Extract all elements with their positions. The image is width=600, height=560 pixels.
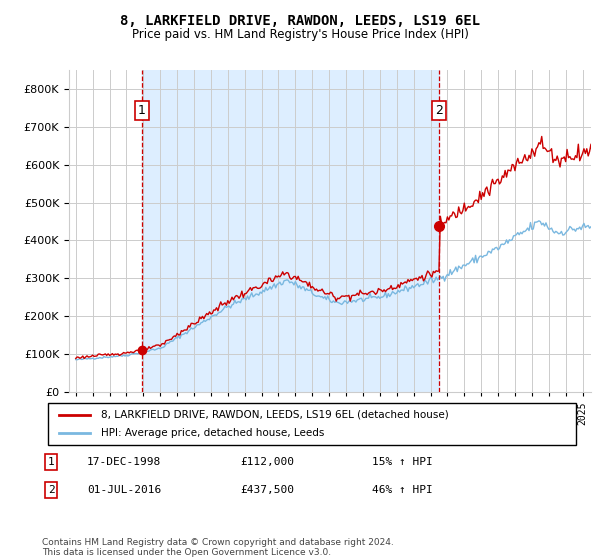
Text: 46% ↑ HPI: 46% ↑ HPI bbox=[372, 485, 433, 495]
Text: 15% ↑ HPI: 15% ↑ HPI bbox=[372, 457, 433, 467]
Text: 1: 1 bbox=[47, 457, 55, 467]
Text: 2: 2 bbox=[47, 485, 55, 495]
Bar bbox=[142, 70, 439, 392]
Text: 17-DEC-1998: 17-DEC-1998 bbox=[87, 457, 161, 467]
Text: 01-JUL-2016: 01-JUL-2016 bbox=[87, 485, 161, 495]
Text: Price paid vs. HM Land Registry's House Price Index (HPI): Price paid vs. HM Land Registry's House … bbox=[131, 28, 469, 41]
Text: 8, LARKFIELD DRIVE, RAWDON, LEEDS, LS19 6EL: 8, LARKFIELD DRIVE, RAWDON, LEEDS, LS19 … bbox=[120, 14, 480, 28]
Text: 1: 1 bbox=[138, 104, 146, 116]
Text: Contains HM Land Registry data © Crown copyright and database right 2024.
This d: Contains HM Land Registry data © Crown c… bbox=[42, 538, 394, 557]
Text: 2: 2 bbox=[435, 104, 443, 116]
Text: 8, LARKFIELD DRIVE, RAWDON, LEEDS, LS19 6EL (detached house): 8, LARKFIELD DRIVE, RAWDON, LEEDS, LS19 … bbox=[101, 410, 449, 420]
Text: £437,500: £437,500 bbox=[240, 485, 294, 495]
Text: £112,000: £112,000 bbox=[240, 457, 294, 467]
FancyBboxPatch shape bbox=[48, 403, 576, 445]
Text: HPI: Average price, detached house, Leeds: HPI: Average price, detached house, Leed… bbox=[101, 428, 324, 438]
